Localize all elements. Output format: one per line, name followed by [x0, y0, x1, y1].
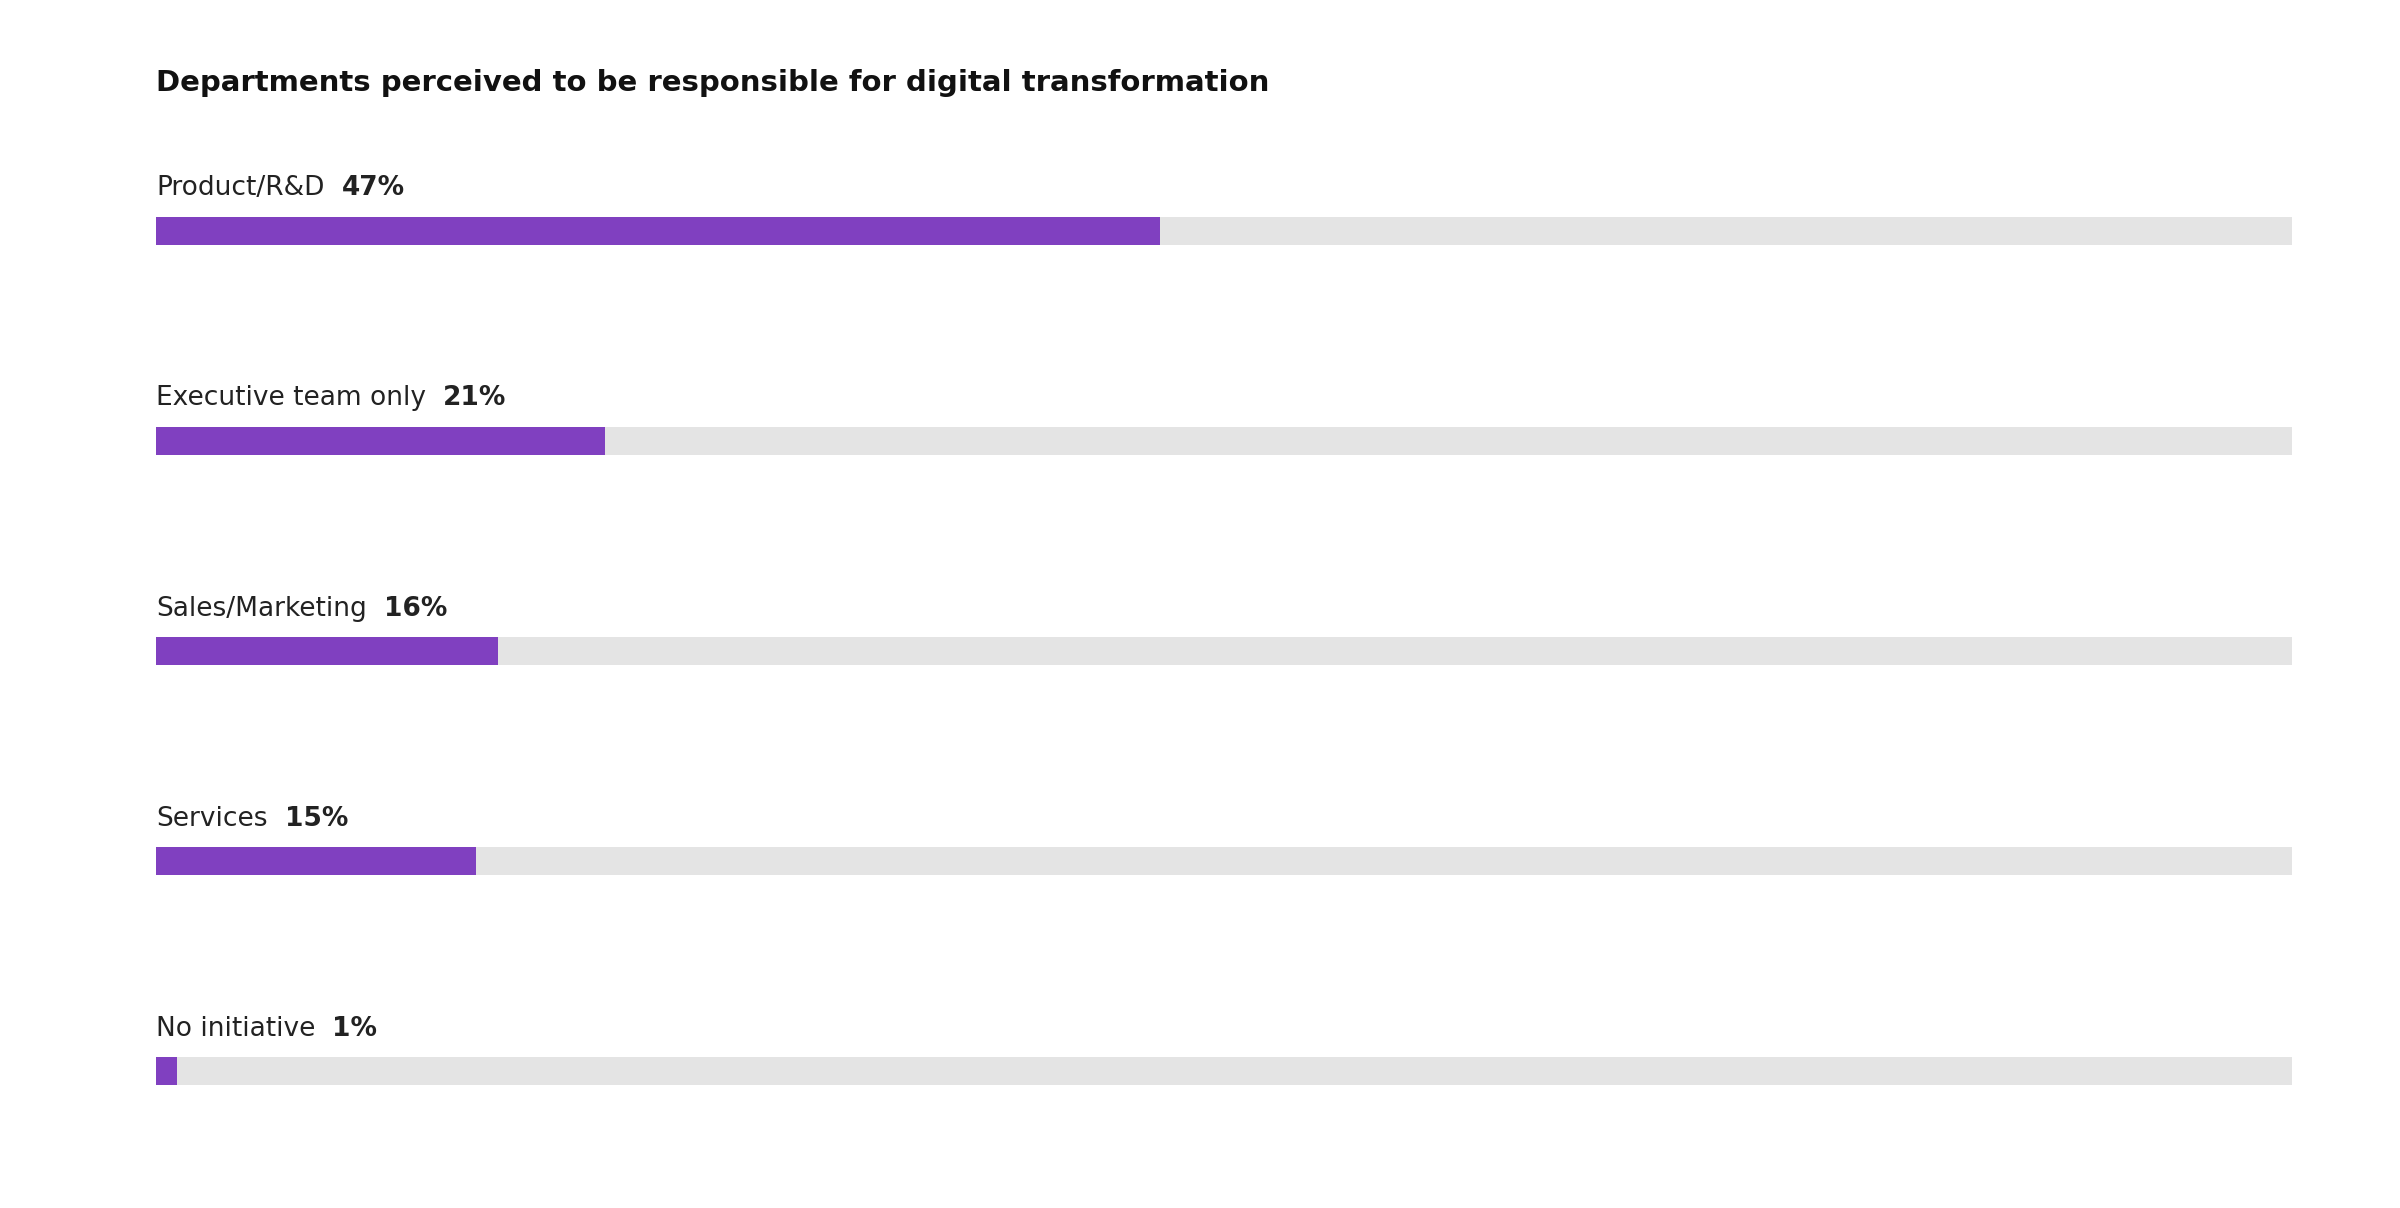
- Text: Executive team only: Executive team only: [156, 385, 427, 412]
- Text: Services: Services: [156, 806, 266, 832]
- Bar: [156, 426, 605, 455]
- Text: Departments perceived to be responsible for digital transformation: Departments perceived to be responsible …: [156, 69, 1270, 97]
- Text: 16%: 16%: [384, 596, 446, 622]
- Text: 15%: 15%: [286, 806, 348, 832]
- Bar: [156, 847, 475, 876]
- Bar: [156, 216, 2292, 245]
- Text: No initiative: No initiative: [156, 1016, 314, 1043]
- Text: Sales/Marketing: Sales/Marketing: [156, 596, 367, 622]
- Text: 1%: 1%: [334, 1016, 377, 1043]
- Text: Product/R&D: Product/R&D: [156, 175, 324, 202]
- Text: 47%: 47%: [341, 175, 406, 202]
- Text: 21%: 21%: [444, 385, 506, 412]
- Bar: [156, 1057, 2292, 1086]
- Bar: [156, 216, 1159, 245]
- Bar: [156, 426, 2292, 455]
- Bar: [156, 1057, 178, 1086]
- Bar: [156, 847, 2292, 876]
- Bar: [156, 637, 497, 666]
- Bar: [156, 637, 2292, 666]
